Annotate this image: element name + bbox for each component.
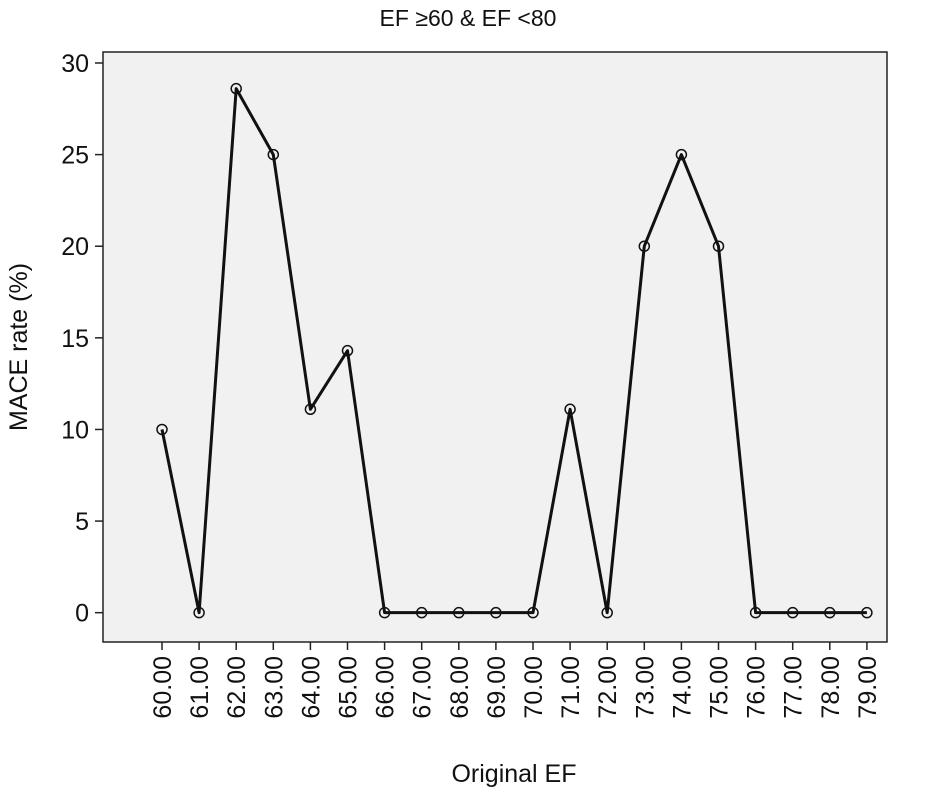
y-tick-label: 10 [61, 416, 89, 444]
x-axis-label: Original EF [451, 760, 576, 788]
data-point [378, 606, 391, 619]
x-tick-label: 65.00 [335, 656, 363, 719]
y-tick-label: 30 [61, 50, 89, 78]
x-tick-label: 72.00 [594, 656, 622, 719]
data-point [341, 344, 354, 357]
x-tick-label: 68.00 [446, 656, 474, 719]
x-tick-label: 79.00 [854, 656, 882, 719]
data-point [601, 606, 613, 619]
x-tick-label: 77.00 [780, 656, 808, 719]
x-tick-label: 75.00 [706, 656, 734, 719]
x-tick-label: 74.00 [668, 656, 696, 719]
data-point [824, 606, 836, 619]
x-tick-label: 66.00 [372, 656, 400, 719]
data-point [749, 606, 762, 619]
chart-title: EF ≥60 & EF <80 [380, 5, 557, 31]
x-tick-label: 69.00 [483, 656, 511, 719]
y-tick-label: 15 [61, 325, 89, 353]
plot-area [102, 51, 888, 643]
y-axis: 0 5 10 15 20 25 30 [61, 50, 103, 628]
data-point [861, 606, 873, 619]
data-point [564, 403, 576, 416]
data-point [675, 148, 688, 161]
x-tick-label: 73.00 [631, 656, 659, 719]
data-point [304, 403, 317, 416]
data-point [453, 606, 465, 619]
x-tick-label: 61.00 [186, 656, 214, 719]
y-tick-label: 0 [75, 600, 89, 628]
data-point [415, 606, 428, 619]
y-tick-label: 5 [75, 508, 89, 536]
data-point [712, 240, 725, 252]
x-tick-label: 76.00 [743, 656, 771, 719]
series-line [160, 87, 867, 615]
data-point [193, 606, 205, 619]
data-point [638, 240, 651, 252]
x-tick-label: 63.00 [260, 656, 288, 719]
x-tick-label: 60.00 [149, 656, 177, 719]
data-point [490, 606, 502, 619]
y-tick-label: 25 [61, 142, 89, 170]
data-point [786, 606, 799, 619]
data-point [156, 423, 168, 436]
y-axis-label: MACE rate (%) [5, 263, 33, 431]
x-axis: 60.00 61.00 62.00 63.00 64.00 65.00 66.00 67.00… [149, 642, 882, 719]
data-point [527, 606, 539, 619]
x-tick-label: 62.00 [223, 656, 251, 719]
data-point [230, 82, 242, 95]
data-point [267, 148, 280, 161]
x-tick-label: 64.00 [297, 656, 325, 719]
series-group [156, 82, 873, 619]
x-tick-label: 78.00 [817, 656, 845, 719]
x-tick-label: 70.00 [520, 656, 548, 719]
x-tick-label: 71.00 [557, 656, 585, 719]
y-tick-label: 20 [61, 233, 89, 261]
x-tick-label: 67.00 [409, 656, 437, 719]
